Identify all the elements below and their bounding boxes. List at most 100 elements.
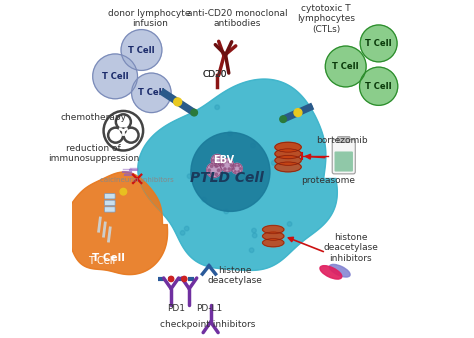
- Ellipse shape: [320, 266, 342, 279]
- Circle shape: [214, 163, 216, 165]
- Ellipse shape: [263, 239, 284, 247]
- Circle shape: [208, 169, 210, 172]
- Circle shape: [210, 173, 213, 176]
- Text: CD20: CD20: [202, 70, 227, 79]
- Circle shape: [121, 30, 162, 70]
- Polygon shape: [138, 79, 337, 270]
- Circle shape: [120, 128, 126, 134]
- Circle shape: [180, 231, 185, 235]
- Text: T Cell: T Cell: [102, 72, 128, 81]
- Circle shape: [207, 163, 221, 177]
- Text: EBV: EBV: [213, 155, 234, 165]
- Text: PD-L1: PD-L1: [196, 304, 222, 313]
- Circle shape: [249, 248, 254, 252]
- Text: T Cell: T Cell: [365, 82, 392, 91]
- Circle shape: [228, 168, 230, 170]
- Circle shape: [210, 165, 213, 167]
- Circle shape: [184, 226, 189, 231]
- Circle shape: [211, 154, 223, 166]
- Ellipse shape: [275, 149, 301, 159]
- Circle shape: [232, 163, 242, 174]
- Text: histone
deacetylase: histone deacetylase: [208, 266, 263, 285]
- Circle shape: [233, 168, 235, 170]
- Circle shape: [182, 276, 187, 282]
- Circle shape: [238, 165, 240, 167]
- Circle shape: [234, 165, 236, 167]
- Circle shape: [168, 276, 174, 282]
- Circle shape: [325, 46, 366, 87]
- Circle shape: [239, 168, 241, 170]
- FancyBboxPatch shape: [335, 151, 353, 172]
- Text: proteasome: proteasome: [301, 176, 355, 185]
- Text: checkpoint inhibitors: checkpoint inhibitors: [160, 320, 255, 329]
- Circle shape: [187, 174, 192, 178]
- Circle shape: [220, 159, 234, 172]
- Circle shape: [214, 156, 216, 158]
- FancyBboxPatch shape: [105, 194, 115, 199]
- Circle shape: [218, 169, 220, 172]
- Ellipse shape: [263, 225, 284, 234]
- Text: cytotoxic T
lymphocytes
(CTLs): cytotoxic T lymphocytes (CTLs): [297, 4, 355, 33]
- Circle shape: [218, 163, 220, 165]
- Circle shape: [360, 25, 397, 62]
- Text: T Cell: T Cell: [332, 62, 359, 71]
- Circle shape: [280, 116, 286, 122]
- Circle shape: [360, 67, 398, 105]
- Text: calcineurin inhibitors: calcineurin inhibitors: [100, 177, 173, 183]
- Text: bortezomib: bortezomib: [317, 136, 368, 145]
- Circle shape: [204, 172, 209, 177]
- Text: donor lymphocyte
infusion: donor lymphocyte infusion: [109, 9, 191, 28]
- Ellipse shape: [275, 155, 301, 165]
- Ellipse shape: [263, 232, 284, 240]
- Circle shape: [224, 168, 226, 170]
- Text: chemotherapy: chemotherapy: [61, 113, 127, 122]
- Circle shape: [230, 164, 233, 167]
- Text: T Cell: T Cell: [365, 39, 392, 48]
- Circle shape: [202, 197, 207, 202]
- Circle shape: [215, 165, 218, 167]
- Circle shape: [191, 109, 198, 116]
- Circle shape: [287, 222, 292, 226]
- Circle shape: [132, 73, 171, 113]
- Text: PD1: PD1: [167, 304, 185, 313]
- Circle shape: [251, 143, 255, 148]
- Circle shape: [212, 159, 214, 162]
- Ellipse shape: [275, 162, 301, 172]
- Circle shape: [234, 171, 236, 172]
- Circle shape: [215, 173, 218, 176]
- Circle shape: [222, 164, 224, 167]
- Text: CD20: CD20: [202, 70, 227, 79]
- Circle shape: [218, 156, 220, 158]
- FancyBboxPatch shape: [332, 140, 356, 174]
- Circle shape: [228, 161, 230, 163]
- Polygon shape: [64, 172, 168, 275]
- Text: reduction of
immunosuppression: reduction of immunosuppression: [48, 144, 139, 164]
- Circle shape: [224, 161, 226, 163]
- Text: anti-CD20 monoclonal
antibodies: anti-CD20 monoclonal antibodies: [187, 9, 287, 28]
- Text: histone
deacetylase
inhibitors: histone deacetylase inhibitors: [323, 233, 378, 263]
- Ellipse shape: [329, 264, 350, 277]
- Text: PTLD Cell: PTLD Cell: [190, 171, 264, 186]
- Circle shape: [252, 228, 256, 233]
- Text: T Cell: T Cell: [128, 46, 155, 54]
- Circle shape: [252, 233, 257, 238]
- Circle shape: [228, 131, 232, 136]
- Circle shape: [174, 98, 182, 106]
- Circle shape: [191, 132, 270, 212]
- FancyBboxPatch shape: [337, 137, 350, 143]
- Text: T Cell: T Cell: [92, 252, 125, 263]
- Circle shape: [120, 188, 127, 195]
- Circle shape: [220, 159, 222, 162]
- Ellipse shape: [275, 142, 301, 152]
- Circle shape: [272, 161, 276, 165]
- FancyBboxPatch shape: [105, 207, 115, 212]
- Circle shape: [224, 209, 228, 214]
- Text: ×: ×: [128, 171, 145, 190]
- Text: T Cell: T Cell: [88, 256, 116, 266]
- Circle shape: [294, 108, 302, 117]
- FancyBboxPatch shape: [105, 200, 115, 206]
- Circle shape: [215, 105, 219, 110]
- Text: T Cell: T Cell: [138, 88, 164, 97]
- Circle shape: [238, 171, 240, 172]
- Circle shape: [93, 54, 137, 99]
